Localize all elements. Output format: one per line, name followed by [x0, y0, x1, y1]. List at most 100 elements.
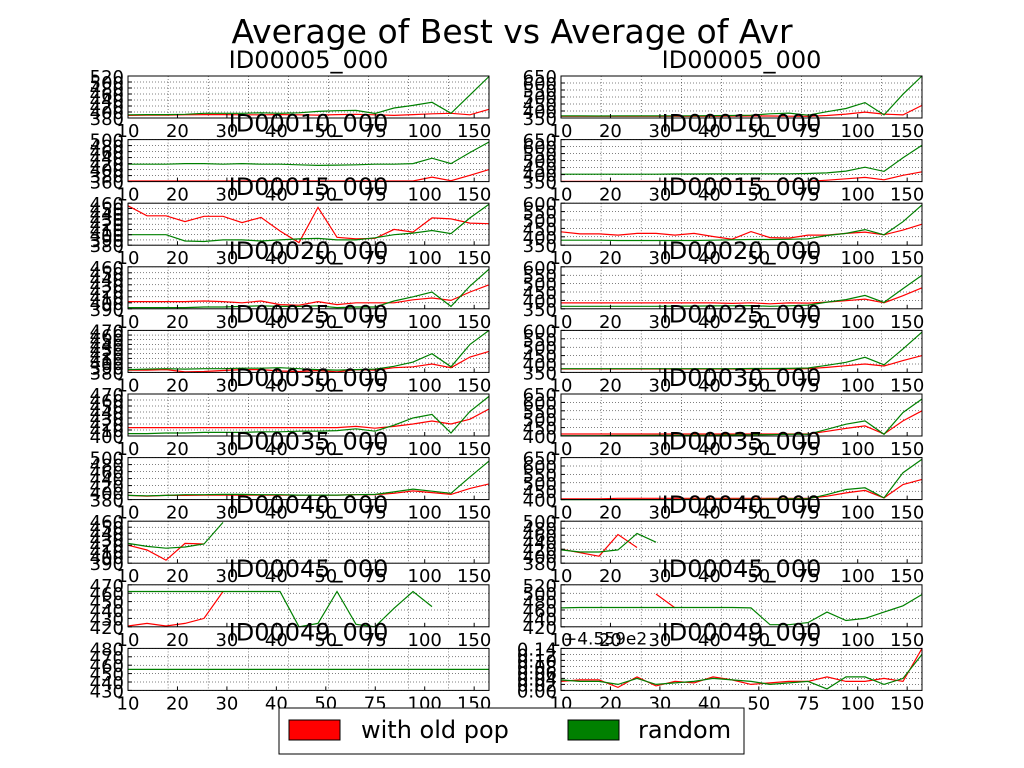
x-tick-label: 50	[314, 248, 337, 269]
y-tick-label: 450	[523, 95, 557, 116]
y-tick-label: 550	[523, 465, 557, 486]
y-tick-label: 500	[90, 131, 124, 152]
y-tick-label: 410	[90, 542, 124, 563]
subplot-title: ID00005_000	[662, 46, 822, 74]
x-tick-label: 100	[408, 630, 442, 651]
y-tick-label: 460	[90, 656, 124, 677]
x-tick-label: 40	[265, 121, 288, 142]
subplot-title: ID00025_000	[662, 300, 822, 328]
x-tick-label: 100	[408, 312, 442, 333]
y-tick-label: 500	[523, 512, 557, 533]
x-tick-label: 100	[408, 375, 442, 396]
series-line-with-old-pop	[128, 350, 490, 373]
x-tick-label: 75	[797, 630, 820, 651]
x-tick-label: 150	[890, 375, 924, 396]
subplot-title: ID00005_000	[229, 46, 389, 74]
x-tick-label: 10	[550, 185, 573, 206]
y-tick-label: 650	[523, 385, 557, 406]
y-tick-label: 420	[90, 282, 124, 303]
x-tick-label: 10	[117, 503, 140, 524]
y-tick-label: 400	[523, 491, 557, 512]
x-tick-label: 100	[408, 566, 442, 587]
axes-frame	[127, 584, 490, 628]
series-line-with-old-pop	[127, 542, 205, 561]
x-tick-label: 20	[166, 121, 189, 142]
y-tick-label: 600	[523, 321, 557, 342]
x-tick-label: 30	[215, 185, 238, 206]
y-tick-label: 500	[523, 211, 557, 232]
x-tick-label: 150	[890, 185, 924, 206]
y-tick-label: 440	[90, 91, 124, 112]
y-tick-label: 450	[523, 347, 557, 368]
y-tick-label: 600	[523, 74, 557, 95]
y-tick-label: 460	[90, 584, 124, 605]
subplot-title: ID00040_000	[662, 491, 822, 519]
subplot-title: ID00020_000	[662, 237, 822, 265]
y-tick-label: 430	[90, 609, 124, 630]
y-tick-label: 400	[90, 354, 124, 375]
series-line-random	[560, 532, 657, 553]
x-tick-label: 50	[747, 630, 770, 651]
y-tick-label: 460	[90, 143, 124, 164]
legend-swatch-with-old-pop	[288, 719, 341, 741]
x-tick-label: 100	[841, 185, 875, 206]
y-tick-label: 350	[523, 236, 557, 257]
x-tick-label: 50	[747, 693, 770, 714]
subplot-title: ID00049_000	[229, 618, 389, 646]
y-tick-label: 450	[90, 264, 124, 285]
legend: with old pop random	[278, 707, 745, 755]
x-tick-label: 20	[166, 566, 189, 587]
y-tick-label: 380	[90, 363, 124, 384]
y-tick-label: 460	[90, 258, 124, 279]
series-line-random	[128, 268, 490, 309]
y-tick-label: 500	[523, 584, 557, 605]
y-tick-label: 500	[523, 338, 557, 359]
subplot-title: ID00045_000	[662, 555, 822, 583]
y-tick-label: 420	[90, 477, 124, 498]
x-tick-label: 30	[215, 248, 238, 269]
legend-frame	[278, 707, 745, 755]
y-tick-label: 500	[523, 152, 557, 173]
y-tick-label: 390	[90, 554, 124, 575]
y-tick-label: 450	[523, 159, 557, 180]
x-tick-label: 10	[550, 503, 573, 524]
x-tick-label: 40	[265, 248, 288, 269]
x-tick-label: 100	[841, 248, 875, 269]
axes-frame	[127, 647, 490, 691]
x-tick-label: 75	[797, 693, 820, 714]
x-tick-label: 100	[841, 630, 875, 651]
x-tick-label: 20	[166, 375, 189, 396]
y-tick-label: 600	[523, 457, 557, 478]
subplot-title: ID00025_000	[229, 300, 389, 328]
legend-label-random: random	[638, 716, 731, 744]
series-line-with-old-pop	[560, 223, 923, 240]
y-tick-label: 380	[90, 109, 124, 130]
x-tick-label: 30	[215, 312, 238, 333]
subplot-title: ID00015_000	[229, 173, 389, 201]
axes-frame	[560, 457, 923, 501]
y-tick-label: 420	[90, 345, 124, 366]
x-tick-label: 20	[599, 566, 622, 587]
axes-frame	[560, 647, 923, 691]
y-tick-label: 470	[90, 385, 124, 406]
y-tick-label: 400	[90, 548, 124, 569]
x-tick-label: 150	[457, 248, 491, 269]
y-tick-label: 440	[523, 609, 557, 630]
x-tick-label: 50	[314, 121, 337, 142]
y-tick-label: 350	[523, 109, 557, 130]
x-tick-label: 30	[648, 121, 671, 142]
y-tick-label: 430	[90, 409, 124, 430]
y-tick-label: 0.00	[517, 681, 557, 702]
x-tick-label: 10	[117, 439, 140, 460]
subplot-title: ID00049_000	[662, 618, 822, 646]
series-line-with-old-pop	[127, 205, 490, 244]
y-tick-label: 430	[90, 276, 124, 297]
x-tick-label: 150	[890, 439, 924, 460]
